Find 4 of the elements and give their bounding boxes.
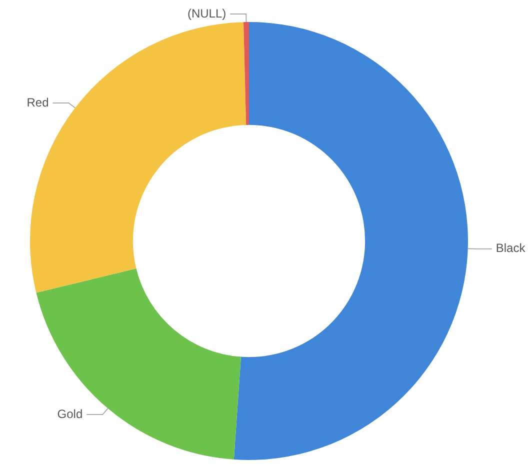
- slice-label: (NULL): [187, 6, 226, 20]
- slice-label: Red: [26, 95, 49, 110]
- slice-label: Black: [496, 241, 526, 256]
- slice-label: Gold: [57, 406, 83, 421]
